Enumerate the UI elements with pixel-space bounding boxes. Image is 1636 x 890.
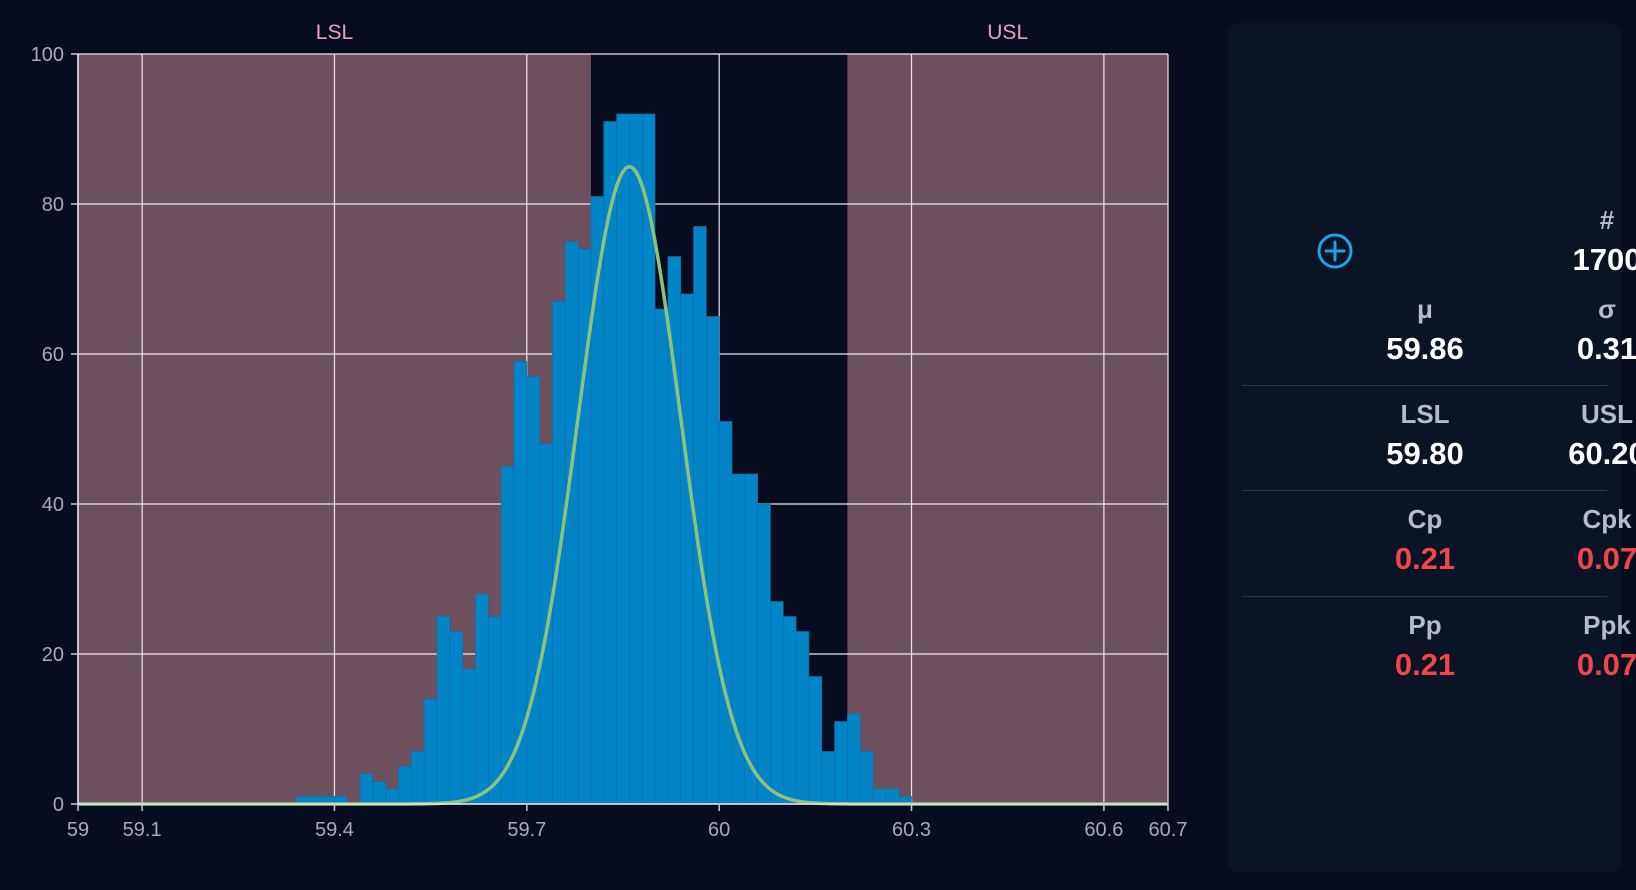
histogram-bar (808, 676, 823, 805)
stat-ppk-label: Ppk (1583, 610, 1631, 640)
usl-out-of-spec-region (847, 54, 1168, 804)
histogram-bar (680, 293, 694, 805)
y-tick-label: 100 (31, 44, 64, 66)
histogram-bar (654, 308, 669, 805)
histogram-bar (821, 751, 835, 805)
histogram-bar (423, 698, 438, 805)
stat-pp-value: 0.21 (1394, 647, 1456, 682)
histogram-bar (757, 503, 771, 805)
stat-pp-label: Pp (1408, 610, 1442, 640)
usl-label: USL (987, 21, 1028, 44)
lsl-label: LSL (316, 21, 353, 44)
histogram-bar (731, 473, 746, 805)
stat-cp-label: Cp (1407, 504, 1443, 534)
histogram-chart: 59 59.1 59.4 59.7 60 60.3 60.6 60.7 0 20 40 60 80 100… (31, 21, 1188, 841)
histogram-bar (859, 751, 874, 805)
plus-circle-icon[interactable] (1315, 231, 1355, 271)
stat-mean-label: μ (1417, 294, 1433, 324)
divider (1242, 385, 1607, 386)
histogram-bar (436, 616, 451, 805)
stat-sigma-value: 0.31 (1576, 331, 1636, 366)
stat-count-value: 1700 (1572, 242, 1636, 277)
divider (1242, 490, 1607, 491)
histogram-bar (718, 421, 733, 805)
stat-count-label: # (1599, 205, 1615, 235)
stats-panel: # 1700 μ 59.86 σ 0.31 LSL 59.80 USL 60.2… (1228, 23, 1636, 872)
x-tick-label: 59.4 (315, 819, 354, 841)
x-tick-label: 59.1 (123, 819, 162, 841)
histogram-bar (847, 713, 861, 805)
histogram-bar (834, 721, 848, 805)
y-tick-label: 80 (42, 194, 64, 216)
histogram-bar (449, 631, 464, 805)
x-tick-label: 59.7 (507, 819, 546, 841)
stat-count: # 1700 (1517, 205, 1636, 278)
histogram-bar (385, 788, 399, 805)
x-tick-label: 60.6 (1084, 819, 1123, 841)
stat-cp: Cp 0.21 (1335, 504, 1515, 577)
stat-ppk: Ppk 0.07 (1517, 610, 1636, 683)
stat-pp: Pp 0.21 (1335, 610, 1515, 683)
y-tick-label: 40 (42, 494, 64, 516)
stat-lsl: LSL 59.80 (1335, 399, 1515, 472)
y-tick-label: 0 (53, 794, 64, 816)
histogram-bar (462, 668, 476, 805)
histogram-bar (398, 766, 412, 805)
x-tick-label: 60.3 (892, 819, 931, 841)
histogram-bar (372, 781, 387, 805)
stat-mean-value: 59.86 (1386, 331, 1464, 366)
stat-ppk-value: 0.07 (1576, 647, 1636, 682)
stat-usl-label: USL (1581, 399, 1633, 429)
histogram-bar (629, 113, 643, 805)
stat-mean: μ 59.86 (1335, 294, 1515, 367)
x-tick-label: 60.7 (1149, 819, 1188, 841)
stat-cpk-label: Cpk (1582, 504, 1632, 534)
histogram-bar (526, 376, 540, 805)
stat-usl-value: 60.20 (1568, 436, 1636, 471)
histogram-bar (706, 316, 720, 805)
histogram-bar (475, 593, 489, 805)
histogram-bar (770, 601, 784, 805)
histogram-bar (616, 113, 630, 805)
stat-lsl-label: LSL (1400, 399, 1450, 429)
stat-sigma: σ 0.31 (1517, 294, 1636, 367)
stat-cpk-value: 0.07 (1576, 541, 1636, 576)
histogram-bar (795, 631, 810, 805)
x-tick-label: 60 (708, 819, 730, 841)
stat-cpk: Cpk 0.07 (1517, 504, 1636, 577)
histogram-bar (782, 616, 797, 805)
y-tick-label: 20 (42, 644, 64, 666)
stat-lsl-value: 59.80 (1386, 436, 1464, 471)
histogram-bar (885, 788, 900, 805)
histogram-bar (359, 773, 374, 805)
stat-usl: USL 60.20 (1517, 399, 1636, 472)
stat-cp-value: 0.21 (1394, 541, 1456, 576)
stat-sigma-label: σ (1598, 294, 1616, 324)
histogram-bar (411, 751, 425, 805)
x-tick-label: 59 (67, 819, 89, 841)
divider (1242, 596, 1607, 597)
histogram-bar (872, 788, 887, 805)
y-tick-label: 60 (42, 344, 64, 366)
histogram-bar (564, 241, 579, 805)
